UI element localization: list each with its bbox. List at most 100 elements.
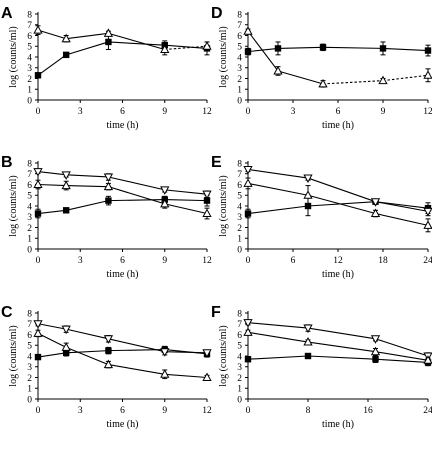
data-point: [33, 25, 43, 34]
x-axis-label: time (h): [107, 269, 139, 280]
x-axis-label: time (h): [322, 120, 354, 131]
y-tick-label: 5: [27, 192, 32, 202]
data-point: [319, 44, 327, 51]
data-point: [370, 198, 381, 207]
series-line-segment: [37, 171, 67, 176]
y-axis-label: log (counts/ml): [218, 175, 229, 236]
data-point: [105, 38, 112, 46]
data-point: [160, 198, 170, 208]
data-point: [160, 186, 170, 195]
series-line-segment: [375, 351, 429, 361]
series-line-segment: [247, 331, 309, 343]
y-tick-label: 7: [27, 170, 32, 180]
series-open-triangle: [33, 25, 212, 56]
data-point: [243, 165, 253, 175]
y-axis-label: log (counts/ml): [218, 26, 229, 87]
series-open-triangle-down: [243, 319, 432, 362]
x-tick-label: 9: [162, 107, 167, 117]
x-tick-label: 0: [36, 256, 41, 266]
x-axis-label: time (h): [322, 269, 354, 280]
y-tick-label: 3: [237, 64, 242, 74]
y-axis-label: log (counts/ml): [8, 325, 19, 386]
series-line-segment: [375, 201, 429, 212]
data-point: [103, 335, 114, 344]
y-tick-label: 8: [237, 159, 242, 169]
x-tick-label: 18: [378, 256, 388, 266]
series-line-segment: [247, 322, 309, 329]
series-open-triangle-down: [33, 320, 212, 358]
x-tick-label: 8: [306, 406, 311, 416]
series-open-triangle: [33, 328, 212, 381]
data-point: [423, 355, 432, 364]
y-tick-label: 2: [237, 224, 242, 234]
data-point: [243, 26, 253, 35]
y-tick-label: 7: [27, 320, 32, 330]
data-point: [103, 28, 114, 37]
data-point: [160, 44, 170, 53]
data-point: [372, 356, 379, 363]
data-point: [103, 181, 114, 191]
series-line-segment: [375, 338, 429, 357]
series-line-segment: [247, 30, 279, 72]
data-point: [33, 179, 43, 188]
data-point: [105, 197, 112, 204]
series-line-segment: [37, 29, 67, 40]
panel-letter: E: [211, 154, 222, 171]
y-tick-label: 7: [27, 21, 32, 31]
data-point: [103, 359, 114, 369]
y-tick-label: 1: [27, 385, 32, 395]
series-filled-square: [244, 41, 432, 57]
x-tick-label: 6: [291, 256, 296, 266]
y-tick-label: 3: [27, 64, 32, 74]
data-point: [378, 75, 388, 85]
y-axis-label: log (counts/ml): [8, 26, 19, 87]
x-tick-label: 16: [363, 406, 373, 416]
series-line-segment: [108, 364, 165, 375]
x-tick-label: 24: [423, 406, 432, 416]
series-line-segment: [37, 323, 67, 330]
y-tick-label: 1: [237, 86, 242, 96]
y-tick-label: 1: [237, 235, 242, 245]
series-line-segment: [164, 351, 208, 354]
y-tick-label: 5: [237, 342, 242, 352]
data-point: [370, 208, 381, 218]
series-open-triangle: [33, 179, 212, 220]
y-tick-label: 6: [27, 331, 32, 341]
data-point: [370, 335, 381, 344]
data-point: [34, 72, 42, 79]
y-tick-label: 0: [27, 96, 32, 106]
y-tick-label: 4: [237, 202, 242, 212]
x-tick-label: 12: [202, 107, 212, 117]
x-tick-label: 6: [120, 406, 125, 416]
x-tick-label: 0: [36, 406, 41, 416]
y-tick-label: 3: [27, 363, 32, 373]
data-point: [61, 171, 71, 180]
x-tick-label: 3: [78, 406, 83, 416]
data-point: [423, 207, 432, 217]
data-point: [33, 328, 43, 337]
series-line-segment: [247, 205, 309, 215]
x-tick-label: 0: [36, 107, 41, 117]
y-tick-label: 8: [237, 309, 242, 319]
series-line-segment: [66, 32, 109, 40]
data-point: [61, 33, 71, 43]
x-tick-label: 9: [162, 256, 167, 266]
data-point: [34, 210, 42, 217]
y-tick-label: 6: [27, 32, 32, 42]
series-filled-square: [34, 33, 211, 79]
x-tick-label: 3: [78, 256, 83, 266]
y-tick-label: 6: [27, 181, 32, 191]
data-point: [34, 353, 42, 361]
data-point: [202, 372, 212, 381]
series-line-segment: [37, 54, 67, 76]
data-point: [370, 346, 381, 356]
x-tick-label: 24: [423, 256, 432, 266]
data-point: [202, 190, 212, 200]
y-tick-label: 4: [27, 352, 32, 362]
y-tick-label: 4: [237, 352, 242, 362]
data-point: [379, 45, 387, 52]
